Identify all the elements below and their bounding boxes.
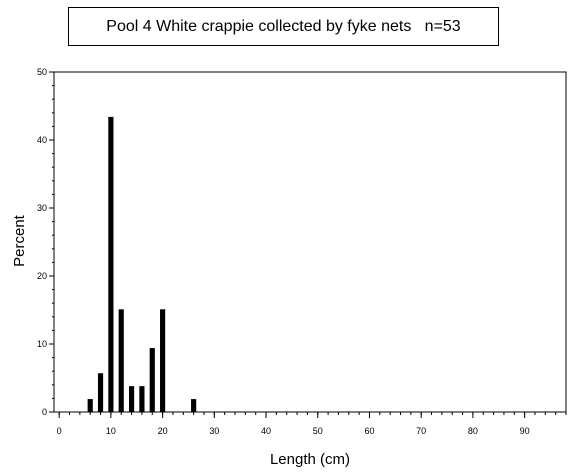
x-axis: 0 10 20 30 40 50 60 70 80 90 bbox=[57, 412, 567, 436]
y-tick-label: 40 bbox=[37, 135, 47, 145]
x-tick-label: 10 bbox=[106, 426, 116, 436]
y-tick-label: 30 bbox=[37, 203, 47, 213]
chart-title: Pool 4 White crappie collected by fyke n… bbox=[106, 17, 461, 35]
plot-border bbox=[53, 71, 567, 413]
histogram-bar bbox=[191, 399, 197, 412]
histogram-bar bbox=[108, 116, 114, 412]
histogram-bar bbox=[128, 386, 135, 412]
bar-series bbox=[87, 116, 197, 412]
x-tick-label: 40 bbox=[261, 426, 271, 436]
x-tick-label: 60 bbox=[364, 426, 374, 436]
y-tick-label: 20 bbox=[37, 271, 47, 281]
histogram-bar bbox=[139, 386, 145, 412]
histogram-bar bbox=[160, 309, 166, 412]
x-tick-label: 90 bbox=[520, 426, 530, 436]
x-tick-label: 0 bbox=[57, 426, 62, 436]
histogram-bar bbox=[97, 373, 104, 412]
x-axis-label: Length (cm) bbox=[270, 451, 350, 468]
x-tick-label: 50 bbox=[313, 426, 323, 436]
y-axis-label: Percent bbox=[11, 214, 28, 267]
histogram-bar bbox=[118, 309, 124, 412]
y-tick-label: 10 bbox=[37, 339, 47, 349]
y-tick-label: 50 bbox=[37, 67, 47, 77]
histogram-bar bbox=[87, 399, 93, 412]
x-tick-label: 80 bbox=[468, 426, 478, 436]
x-tick-label: 20 bbox=[158, 426, 168, 436]
histogram-bar bbox=[149, 348, 155, 412]
x-tick-label: 70 bbox=[416, 426, 426, 436]
y-tick-label: 0 bbox=[42, 407, 47, 417]
y-axis: 0 10 20 30 40 50 bbox=[37, 67, 54, 417]
plot-frame bbox=[53, 71, 567, 413]
x-tick-label: 30 bbox=[209, 426, 219, 436]
chart-title-box: Pool 4 White crappie collected by fyke n… bbox=[68, 7, 499, 46]
